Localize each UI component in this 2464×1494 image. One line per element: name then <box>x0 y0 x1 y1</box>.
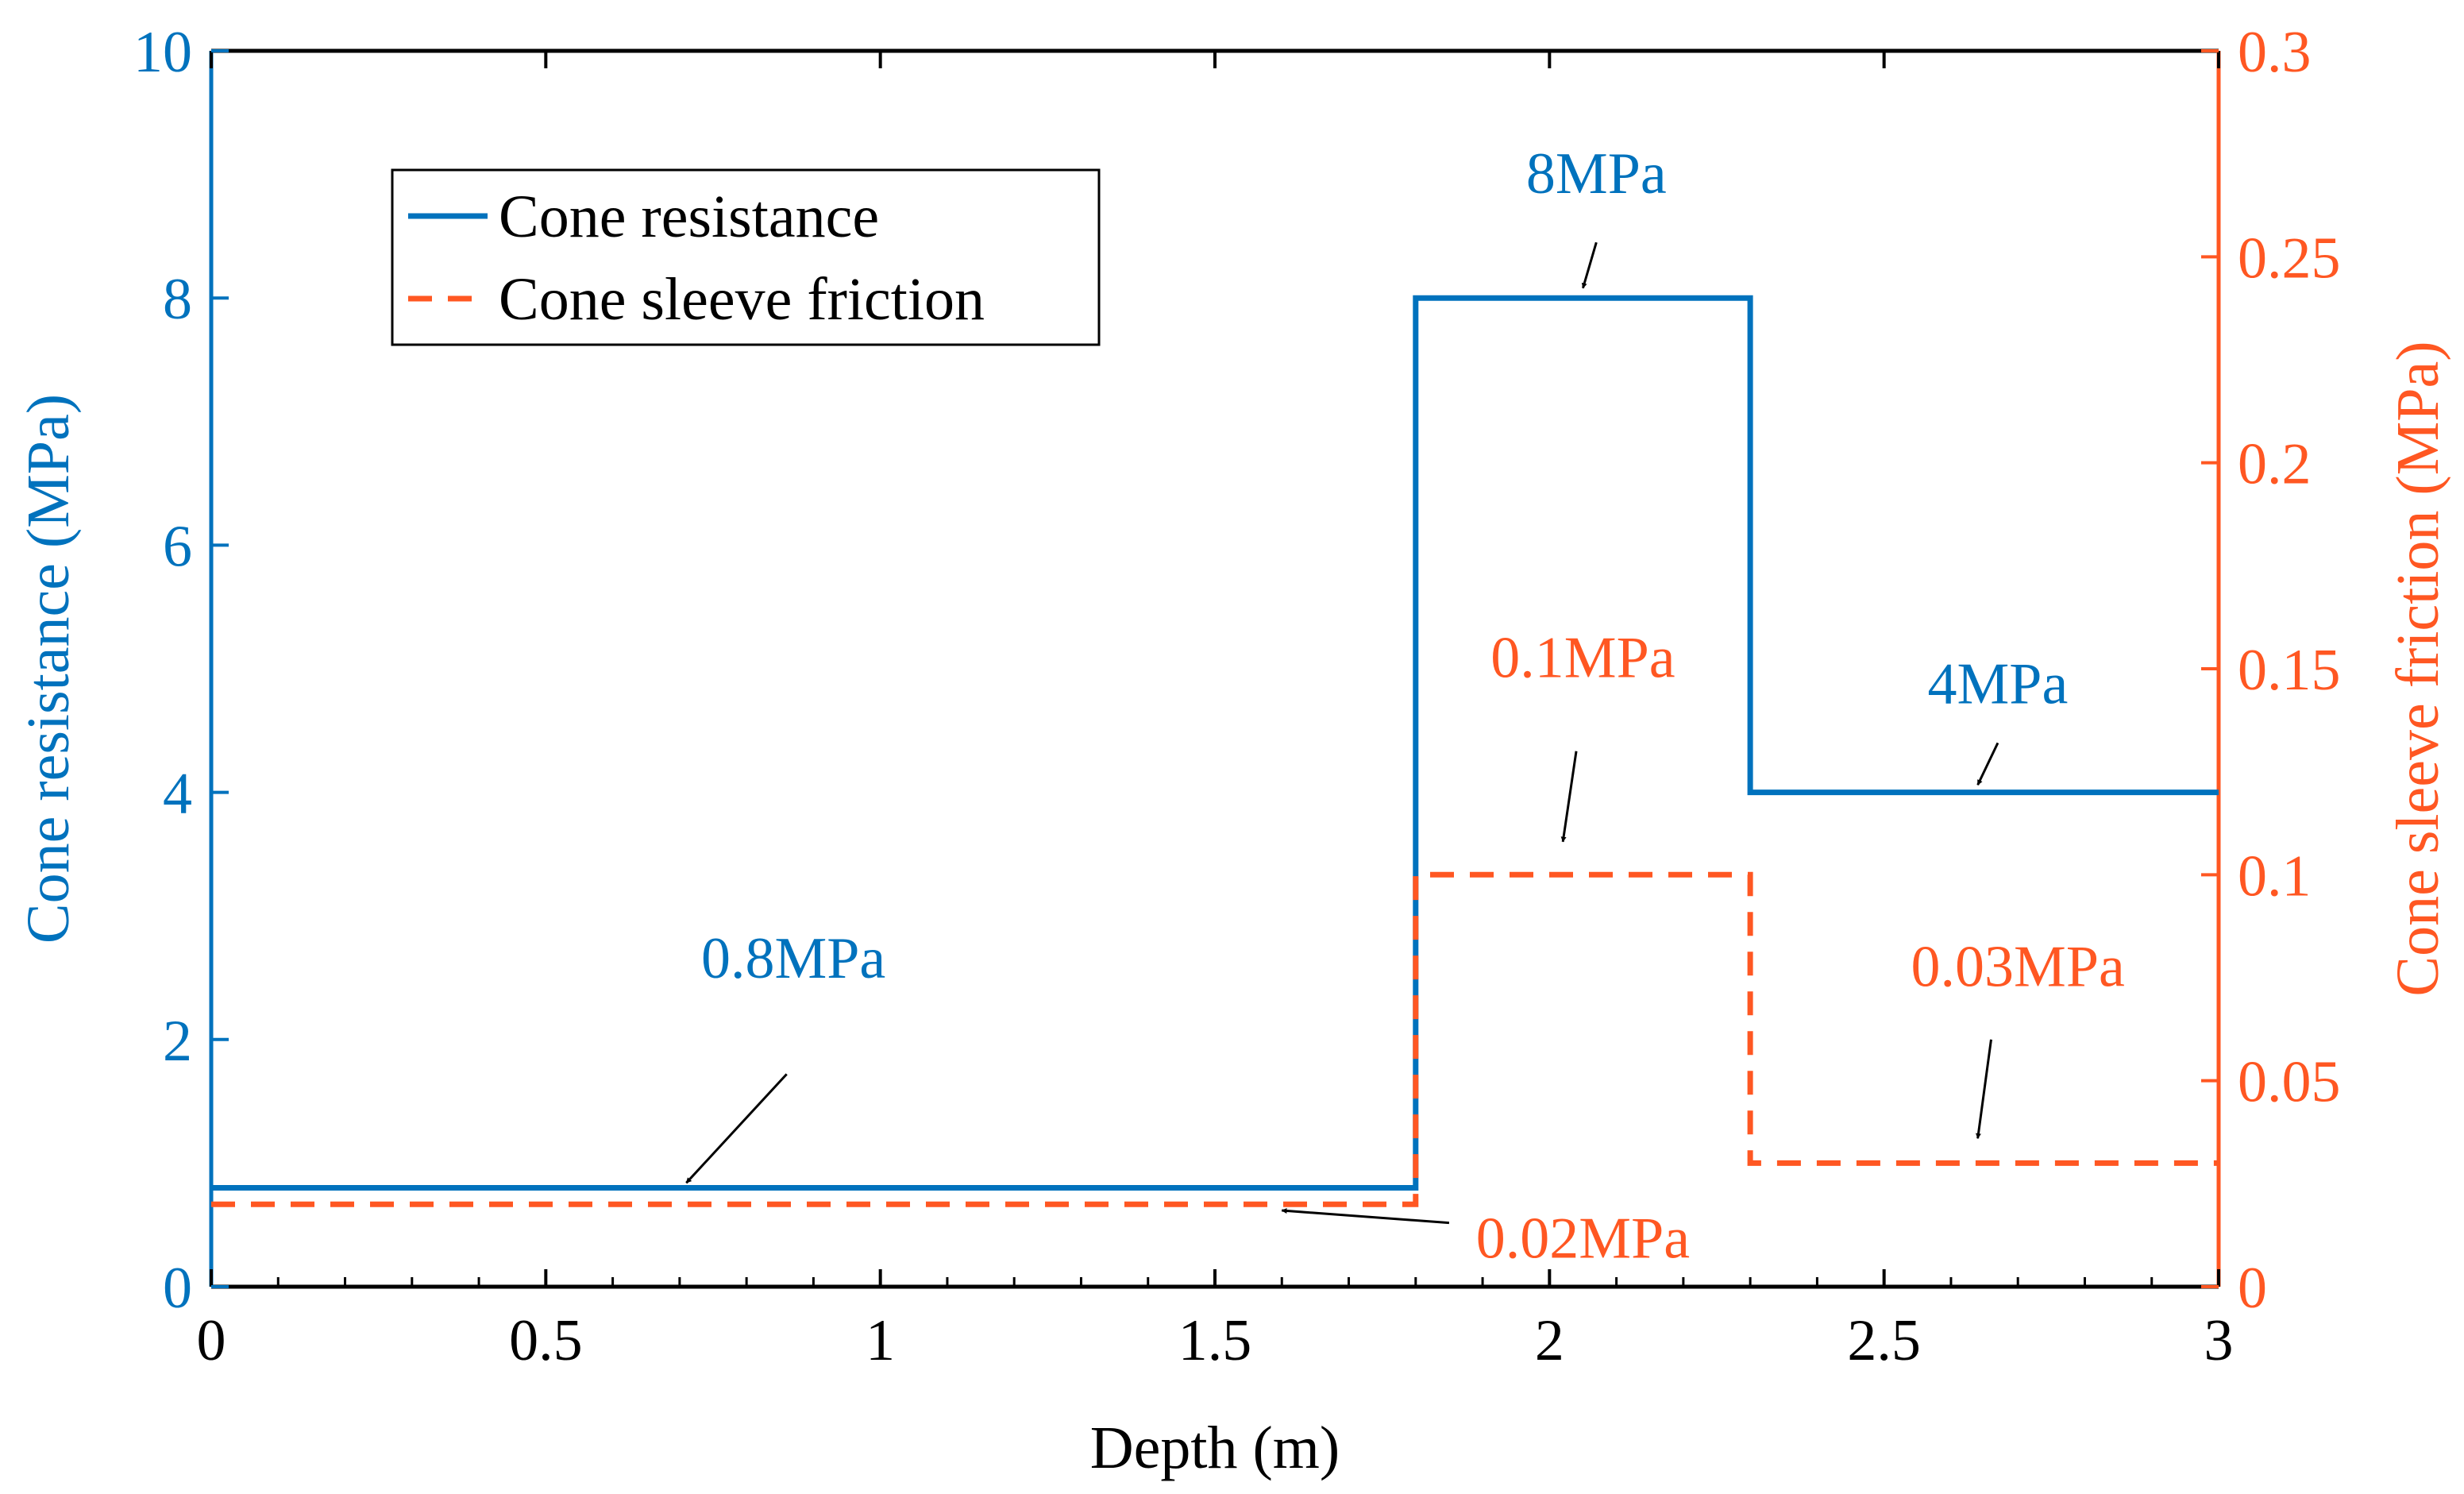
series-line-cone-resistance <box>211 295 2219 1191</box>
series-layer <box>211 295 2219 1207</box>
x-tick-label-1-5: 1.5 <box>1178 1308 1252 1373</box>
y-left-tick-label-10: 10 <box>133 20 192 85</box>
y-right-tick-label-0-25: 0.25 <box>2238 226 2341 291</box>
legend-box <box>391 168 1101 346</box>
y-left-tick-label-8: 8 <box>163 267 192 332</box>
y-right-tick-label-0-3: 0.3 <box>2238 20 2312 85</box>
annotation-label-0-02MPa: 0.02MPa <box>1476 1206 1690 1272</box>
x-tick-label-0-5: 0.5 <box>509 1308 583 1373</box>
legend: Cone resistance Cone sleeve friction <box>391 168 1101 346</box>
y-left-ticks: 0 2 4 6 8 10 <box>133 20 229 1321</box>
annotation-arrow-8MPa <box>1581 241 1598 289</box>
x-axis-title: Depth (m) <box>1090 1415 1340 1481</box>
legend-label-cone-sleeve-friction: Cone sleeve friction <box>499 266 985 333</box>
y-right-tick-label-0: 0 <box>2238 1256 2267 1321</box>
annotation-arrow-0-02MPa <box>1281 1208 1450 1225</box>
series-line-cone-sleeve-friction <box>211 871 2219 1207</box>
legend-label-cone-resistance: Cone resistance <box>499 183 879 250</box>
annotation-layer: 0.8MPa 8MPa 4MPa 0.1MPa 0.02MPa 0.03MPa <box>685 141 2125 1272</box>
x-minor-ticks <box>276 1277 2154 1287</box>
annotation-label-4MPa: 4MPa <box>1928 652 2069 717</box>
x-ticks: 0 0.5 1 1.5 2 2.5 3 <box>197 51 2234 1373</box>
x-tick-label-0: 0 <box>197 1308 226 1373</box>
y-right-ticks: 0 0.05 0.1 0.15 0.2 0.25 0.3 <box>2201 20 2341 1321</box>
x-tick-label-1: 1 <box>866 1308 895 1373</box>
y-left-tick-label-2: 2 <box>163 1009 192 1074</box>
y-right-tick-label-0-15: 0.15 <box>2238 638 2341 703</box>
y-left-tick-label-6: 6 <box>163 514 192 579</box>
annotation-label-0-03MPa: 0.03MPa <box>1911 934 2125 999</box>
annotation-label-0-1MPa: 0.1MPa <box>1490 625 1675 690</box>
x-tick-label-2: 2 <box>1535 1308 1564 1373</box>
y-left-tick-label-4: 4 <box>163 762 192 827</box>
annotation-arrow-0-03MPa <box>1976 1039 1992 1139</box>
y-left-axis-title: Cone resistance (MPa) <box>15 394 82 944</box>
y-left-tick-label-0: 0 <box>163 1256 192 1321</box>
annotation-label-0-8MPa: 0.8MPa <box>701 926 885 991</box>
x-tick-label-2-5: 2.5 <box>1847 1308 1921 1373</box>
annotation-label-8MPa: 8MPa <box>1526 141 1667 207</box>
annotation-arrow-4MPa <box>1976 742 1999 786</box>
y-right-tick-label-0-2: 0.2 <box>2238 432 2312 497</box>
x-tick-label-3: 3 <box>2204 1308 2234 1373</box>
annotation-arrow-0-8MPa <box>685 1073 788 1184</box>
annotation-arrow-0-1MPa <box>1560 751 1578 843</box>
y-right-tick-label-0-05: 0.05 <box>2238 1050 2341 1115</box>
y-right-axis-title: Cone sleeve friction (MPa) <box>2385 341 2451 996</box>
y-right-tick-label-0-1: 0.1 <box>2238 844 2312 909</box>
